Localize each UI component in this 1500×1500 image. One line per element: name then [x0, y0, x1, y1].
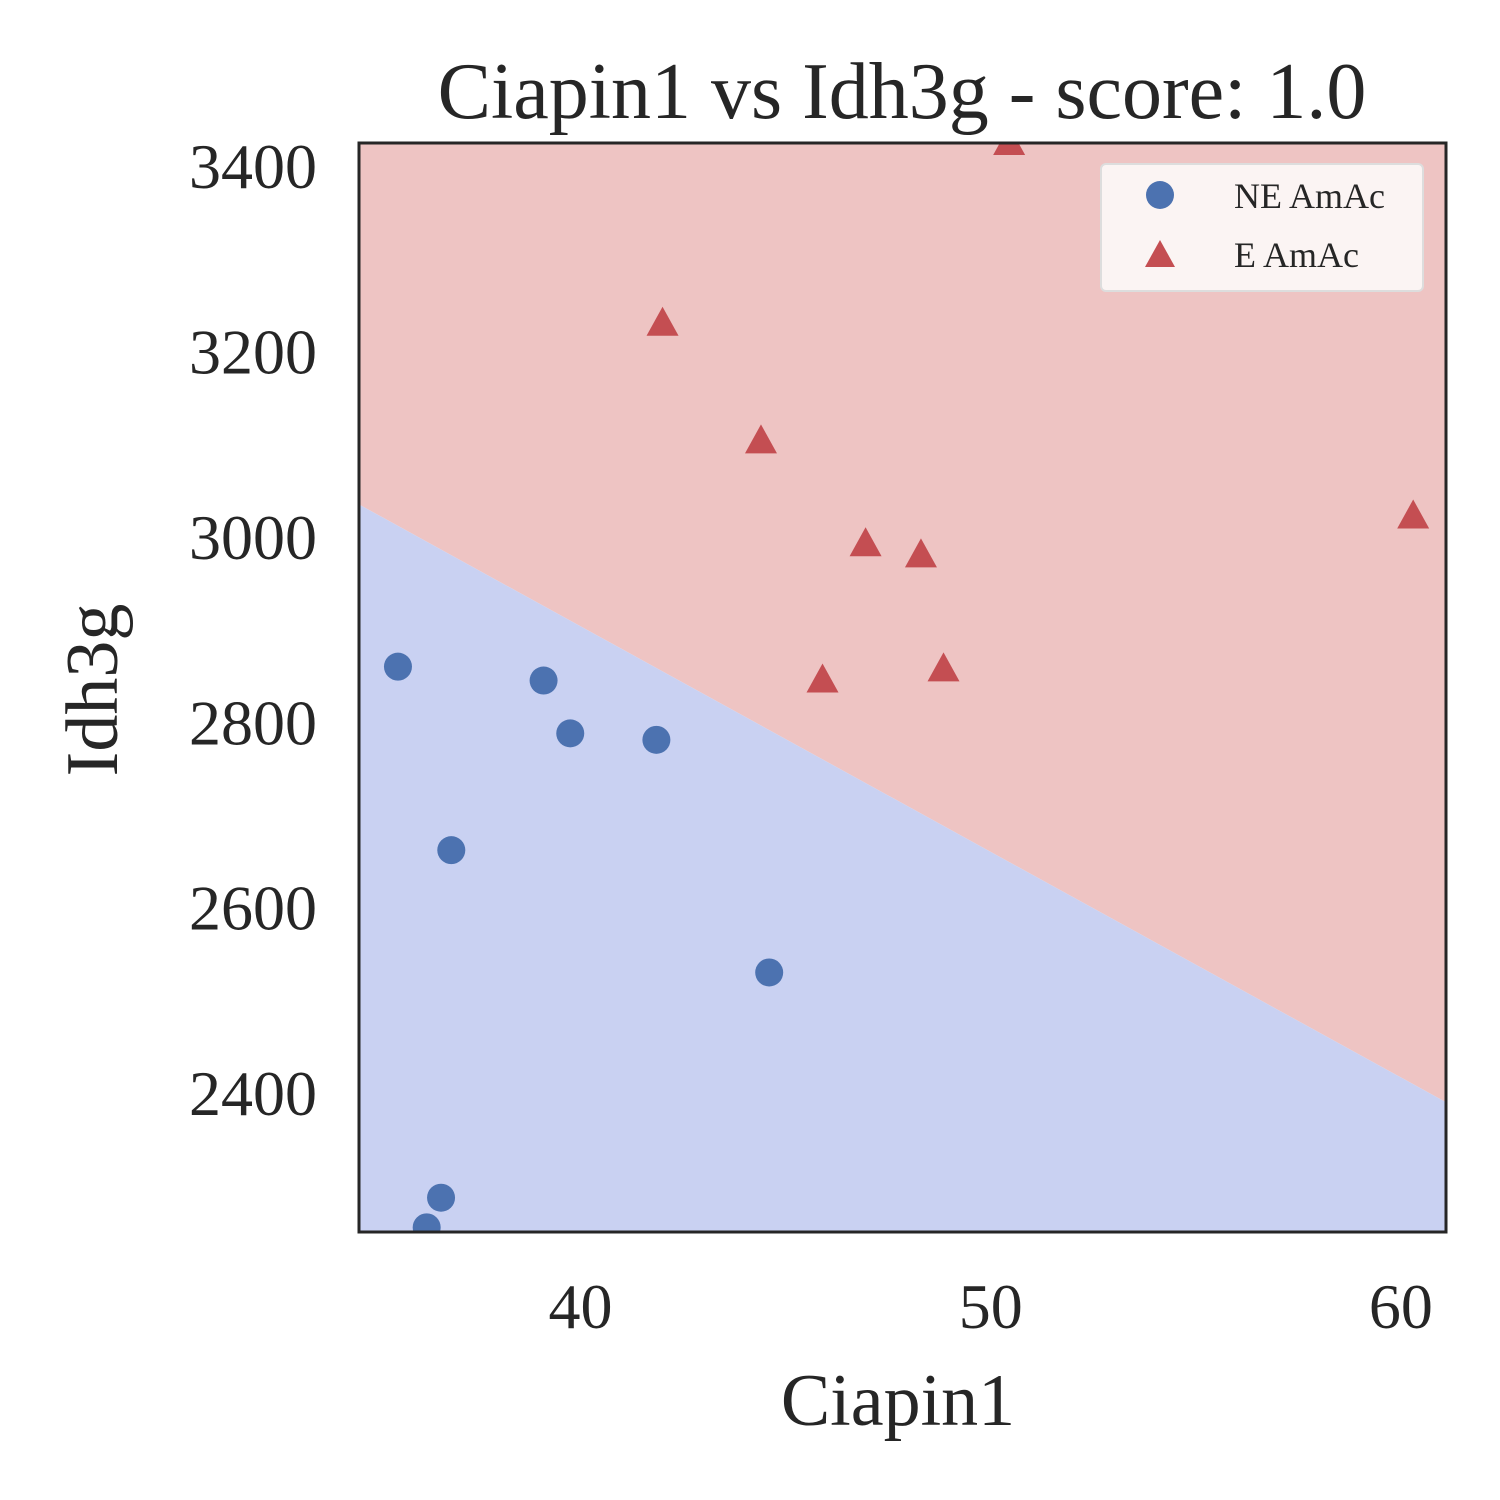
- x-axis-label: Ciapin1: [781, 1360, 1015, 1442]
- y-tick-label: 3200: [189, 317, 317, 388]
- point-ne-amac: [556, 719, 585, 748]
- data-points: [383, 143, 1430, 1232]
- point-e-amac: [927, 652, 960, 682]
- y-tick-label: 2600: [189, 873, 317, 944]
- legend-label-ne-amac: NE AmAc: [1234, 176, 1385, 216]
- decision-regions: [359, 143, 1446, 1232]
- point-ne-amac: [642, 725, 671, 754]
- plot-frame: [357, 141, 1448, 1234]
- legend-marker-ne-amac: [1146, 181, 1174, 209]
- legend-label-e-amac: E AmAc: [1234, 235, 1359, 275]
- point-ne-amac: [755, 958, 784, 987]
- chart-title: Ciapin1 vs Idh3g - score: 1.0: [438, 48, 1367, 136]
- point-e-amac: [744, 424, 777, 454]
- point-e-amac: [904, 538, 937, 568]
- y-tick-label: 2400: [189, 1058, 317, 1129]
- region-above: [359, 143, 1446, 1103]
- x-axis-ticks: 40 50 60: [549, 1271, 1433, 1342]
- point-e-amac: [646, 306, 679, 336]
- x-tick-label: 60: [1369, 1271, 1433, 1342]
- x-tick-label: 40: [549, 1271, 613, 1342]
- region-below: [359, 504, 1446, 1232]
- point-ne-amac: [427, 1183, 456, 1212]
- y-tick-label: 3400: [189, 131, 317, 202]
- point-e-amac: [993, 143, 1026, 155]
- legend-box: [1100, 163, 1424, 292]
- legend: NE AmAc E AmAc: [1100, 163, 1424, 292]
- point-ne-amac: [412, 1213, 441, 1232]
- point-e-amac: [806, 663, 839, 693]
- point-e-amac: [1397, 499, 1430, 529]
- y-axis-ticks: 2400 2600 2800 3000 3200 3400: [189, 131, 317, 1129]
- point-ne-amac: [437, 836, 466, 865]
- y-tick-label: 2800: [189, 687, 317, 758]
- x-tick-label: 50: [959, 1271, 1023, 1342]
- legend-marker-e-amac: [1145, 240, 1175, 267]
- point-ne-amac: [529, 666, 558, 695]
- point-ne-amac: [383, 652, 412, 681]
- point-e-amac: [849, 527, 882, 557]
- y-tick-label: 3000: [189, 502, 317, 573]
- y-axis-label: Idh3g: [52, 604, 134, 777]
